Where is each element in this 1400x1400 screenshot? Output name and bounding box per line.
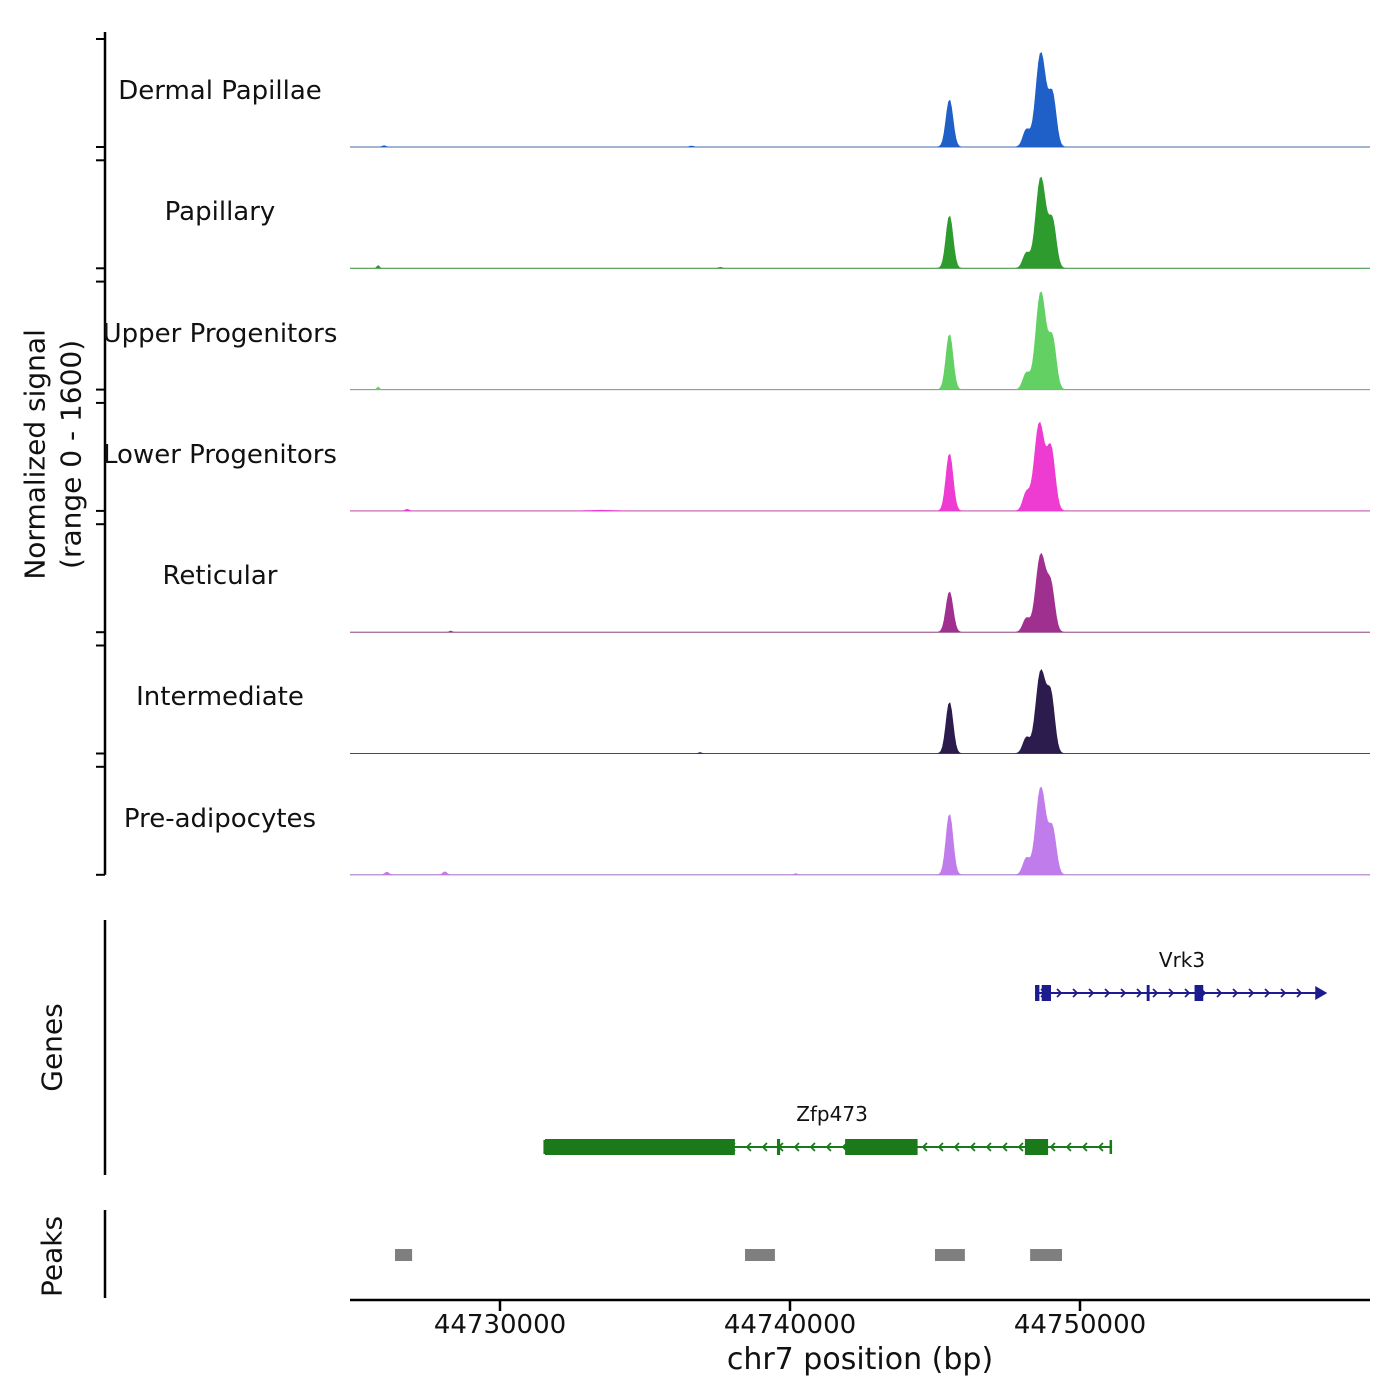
gene-label-vrk3: Vrk3 [1158, 948, 1206, 972]
gene-label-zfp473: Zfp473 [796, 1102, 868, 1126]
track-label-lower-progenitors: Lower Progenitors [103, 440, 337, 470]
track-label-papillary: Papillary [164, 197, 276, 227]
genes-section-label: Genes [35, 1003, 69, 1092]
track-label-pre-adipocytes: Pre-adipocytes [123, 804, 317, 834]
track-label-upper-progenitors: Upper Progenitors [102, 319, 338, 349]
track-label-intermediate: Intermediate [136, 682, 304, 712]
x-axis-title: chr7 position (bp) [726, 1342, 994, 1377]
x-tick-44740000: 44740000 [723, 1310, 857, 1340]
x-tick-44750000: 44750000 [1013, 1310, 1147, 1340]
y-axis-label: Normalized signal (range 0 - 1600) [18, 144, 91, 764]
track-label-reticular: Reticular [162, 561, 278, 591]
peaks-section-label: Peaks [35, 1215, 69, 1298]
track-label-dermal-papillae: Dermal Papillae [118, 76, 322, 106]
y-axis-label-line1: Normalized signal [18, 329, 52, 580]
x-tick-44730000: 44730000 [433, 1310, 567, 1340]
y-axis-label-line2: (range 0 - 1600) [55, 339, 88, 569]
